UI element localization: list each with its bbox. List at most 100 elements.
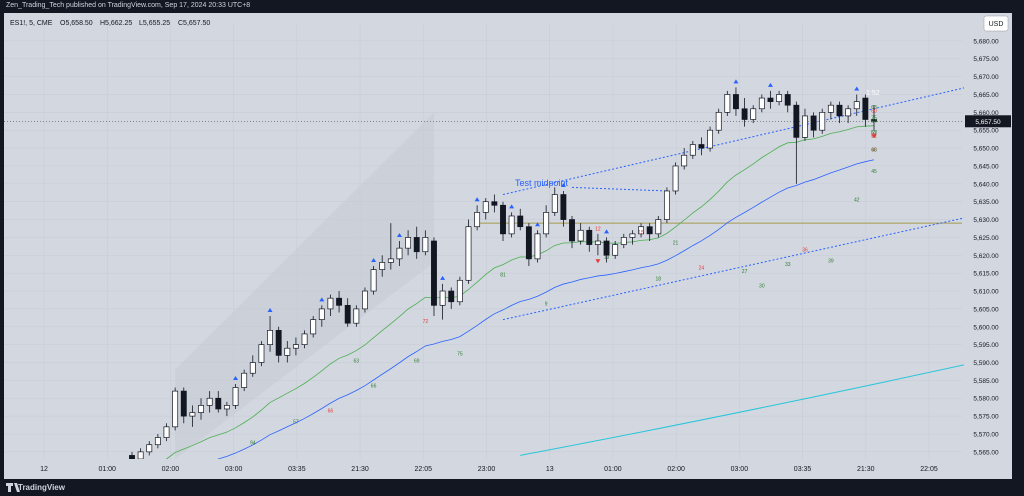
candle[interactable] <box>232 383 239 409</box>
candle[interactable] <box>206 391 213 413</box>
candle[interactable] <box>292 337 299 356</box>
candle[interactable] <box>198 398 204 420</box>
candle[interactable] <box>456 276 463 306</box>
candle[interactable] <box>750 105 757 124</box>
x-tick-label: 03:00 <box>225 466 243 473</box>
candle[interactable] <box>569 215 575 249</box>
candle[interactable] <box>249 355 256 377</box>
price-axis[interactable]: 5,565.00 5,570.00 5,575.00 5,580.00 5,585.00… <box>964 13 1012 479</box>
candle[interactable] <box>241 369 248 392</box>
candle[interactable] <box>853 94 860 116</box>
candle[interactable] <box>379 255 386 277</box>
candle[interactable] <box>180 387 187 424</box>
candle[interactable] <box>845 105 852 124</box>
candle[interactable] <box>577 223 584 245</box>
chart-area[interactable]: 94 57 66 66 63 69 72 75 81 9 12 15 18 19 21 24 27 30 33 36 3… <box>4 13 1024 487</box>
candle[interactable] <box>465 219 472 284</box>
candle[interactable] <box>802 108 808 141</box>
candle[interactable] <box>362 287 368 313</box>
y-tick-label: 5,650.00 <box>973 146 999 153</box>
candle[interactable] <box>163 423 170 442</box>
candle[interactable] <box>284 341 291 363</box>
candle[interactable] <box>810 112 817 138</box>
candle[interactable] <box>594 233 601 256</box>
candle[interactable] <box>827 101 834 120</box>
x-tick-label: 12 <box>40 466 48 473</box>
candle[interactable] <box>267 316 273 352</box>
candle[interactable] <box>413 226 420 259</box>
candle[interactable] <box>482 198 489 220</box>
candle[interactable] <box>655 215 662 238</box>
candle[interactable] <box>318 305 325 327</box>
chart-svg[interactable]: 94 57 66 66 63 69 72 75 81 9 12 15 18 19 21 24 27 30 33 36 3… <box>4 13 1024 487</box>
candle[interactable] <box>758 94 765 113</box>
candle[interactable] <box>310 316 317 338</box>
candle[interactable] <box>620 233 627 249</box>
candle[interactable] <box>629 230 636 245</box>
candle[interactable] <box>560 190 567 227</box>
candle[interactable] <box>189 405 196 427</box>
candle[interactable] <box>353 305 360 327</box>
candle[interactable] <box>724 90 731 116</box>
candle[interactable] <box>646 223 653 241</box>
candle[interactable] <box>681 148 688 170</box>
candle[interactable] <box>663 187 670 224</box>
candle[interactable] <box>871 105 877 131</box>
candle[interactable] <box>776 90 783 106</box>
candle[interactable] <box>543 205 550 238</box>
candle[interactable] <box>474 205 481 231</box>
candle[interactable] <box>431 237 437 317</box>
candle[interactable] <box>793 101 800 184</box>
candle-body <box>232 387 239 406</box>
candle[interactable] <box>517 208 524 231</box>
candle[interactable] <box>396 241 403 267</box>
bar-number-label: 72 <box>423 319 429 325</box>
candle[interactable] <box>275 326 282 363</box>
candle[interactable] <box>836 101 843 124</box>
candle[interactable] <box>586 226 593 252</box>
candle[interactable] <box>146 441 153 456</box>
candle[interactable] <box>387 223 394 270</box>
candle[interactable] <box>672 162 679 195</box>
candle[interactable] <box>715 108 722 134</box>
candle[interactable] <box>405 230 412 256</box>
candles[interactable] <box>129 87 877 463</box>
candle[interactable] <box>698 137 705 156</box>
candle[interactable] <box>500 201 506 241</box>
candle[interactable] <box>448 287 455 309</box>
candle-body <box>560 194 567 220</box>
candle[interactable] <box>551 187 558 216</box>
candle[interactable] <box>819 108 826 134</box>
time-axis[interactable]: 12 01:00 02:00 03:00 03:35 21:30 22:05 23:00 13 0… <box>4 459 1012 479</box>
candle[interactable] <box>370 266 377 295</box>
candle[interactable] <box>301 330 308 349</box>
candle[interactable] <box>344 298 351 327</box>
candle[interactable] <box>612 241 619 259</box>
candle[interactable] <box>258 341 265 367</box>
candle[interactable] <box>638 223 644 238</box>
candle[interactable] <box>707 126 714 152</box>
candle[interactable] <box>215 391 222 413</box>
candle[interactable] <box>223 401 230 417</box>
candle[interactable] <box>689 140 696 159</box>
candle[interactable] <box>508 212 515 238</box>
candle[interactable] <box>422 230 429 256</box>
currency-box[interactable] <box>983 15 1009 32</box>
candle[interactable] <box>603 237 610 263</box>
candle[interactable] <box>534 230 541 263</box>
down-arrow-marker <box>595 259 601 264</box>
candle[interactable] <box>862 94 869 127</box>
candle[interactable] <box>491 194 498 213</box>
candle[interactable] <box>172 387 179 431</box>
candle[interactable] <box>439 283 446 320</box>
candle[interactable] <box>733 87 739 116</box>
candle[interactable] <box>741 98 748 127</box>
candle[interactable] <box>336 291 343 313</box>
candle[interactable] <box>784 90 791 113</box>
candle[interactable] <box>327 294 334 317</box>
candle[interactable] <box>154 433 161 449</box>
candle[interactable] <box>525 223 532 267</box>
candle-body <box>387 258 394 263</box>
candle[interactable] <box>767 90 774 109</box>
x-tick-label: 22:05 <box>920 466 938 473</box>
